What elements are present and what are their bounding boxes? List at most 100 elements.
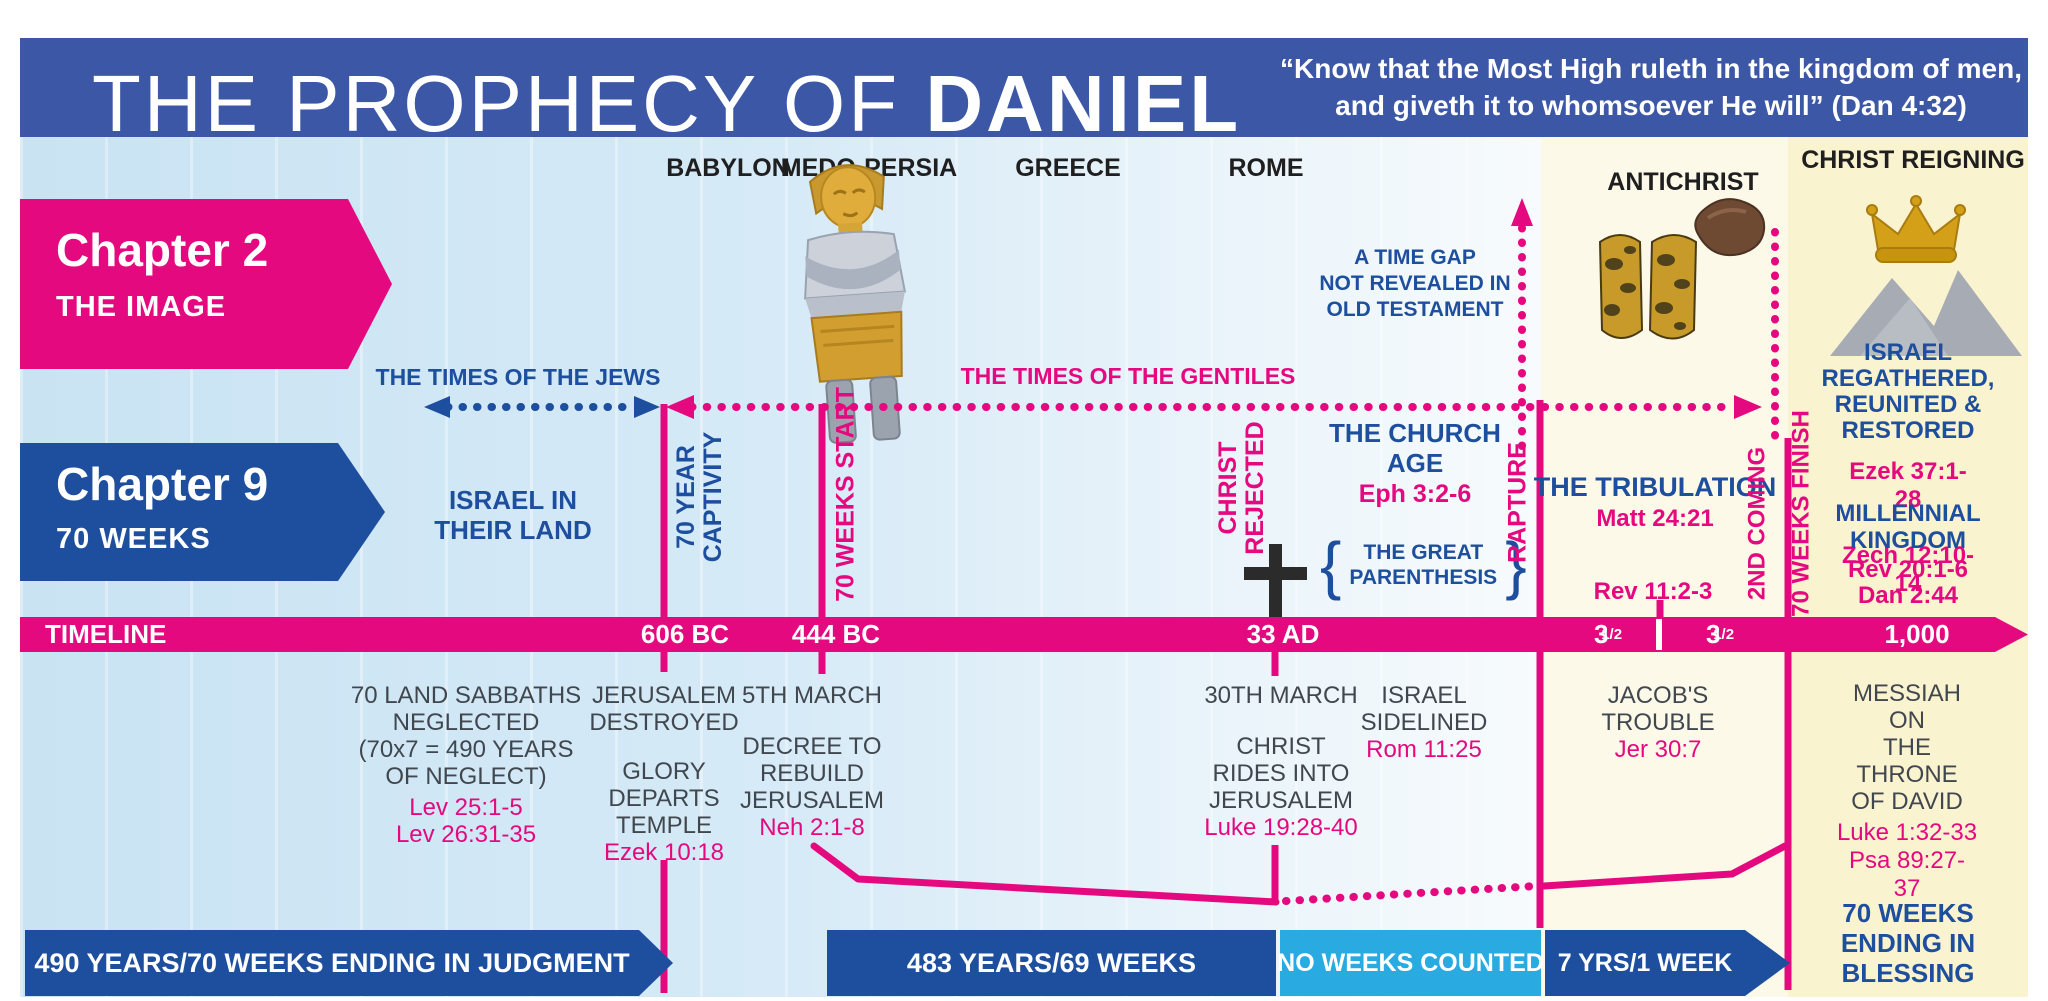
label-babylon: BABYLON bbox=[666, 154, 790, 182]
chapter-2-title: Chapter 2 bbox=[56, 224, 269, 276]
banner-chapter-2: Chapter 2 THE IMAGE bbox=[20, 199, 392, 369]
event-triumphal-entry: 30TH MARCH CHRIST RIDES INTO JERUSALEM L… bbox=[1204, 682, 1357, 841]
brace-right-icon: } bbox=[1505, 529, 1527, 601]
event-decree-ref: Neh 2:1-8 bbox=[759, 814, 865, 841]
label-millennial-ref2: Dan 2:44 bbox=[1857, 582, 1959, 609]
header-quote: “Know that the Most High ruleth in the k… bbox=[1280, 53, 2022, 121]
event-entry-ref: Luke 19:28-40 bbox=[1204, 814, 1358, 841]
label-antichrist: ANTICHRIST bbox=[1607, 168, 1759, 196]
label-2nd-coming: 2ND COMING bbox=[1743, 446, 1771, 601]
banner-483-years: 483 YEARS/69 WEEKS bbox=[827, 930, 1276, 996]
event-decree: 5TH MARCH DECREE TO REBUILD JERUSALEM Ne… bbox=[740, 682, 884, 841]
event-jacobs-trouble: JACOB'S TROUBLE Jer 30:7 bbox=[1601, 682, 1714, 763]
cross-icon bbox=[1269, 544, 1282, 618]
event-messiah-refs: Luke 1:32-33 Psa 89:27-37 bbox=[1836, 819, 1978, 902]
bracket-7-years bbox=[1540, 842, 1789, 890]
label-tribulation-ref: Matt 24:21 bbox=[1596, 505, 1714, 532]
event-israel-sidelined: ISRAEL SIDELINED Rom 11:25 bbox=[1361, 682, 1488, 763]
banner-no-weeks-counted: NO WEEKS COUNTED bbox=[1277, 930, 1544, 996]
event-land-sabbaths-text: 70 LAND SABBATHS NEGLECTED (70x7 = 490 Y… bbox=[350, 682, 582, 790]
page-title: THE PROPHECY OF DANIEL bbox=[92, 58, 1241, 150]
label-tribulation: THE TRIBULATION bbox=[1533, 472, 1777, 502]
label-millennial-ref1: Rev 20:1-6 bbox=[1847, 556, 1969, 583]
event-glory-departs-ref: Ezek 10:18 bbox=[603, 839, 725, 866]
label-church-age-ref: Eph 3:2-6 bbox=[1358, 480, 1472, 508]
event-sidelined-text: ISRAEL SIDELINED bbox=[1360, 682, 1488, 736]
stone-icon bbox=[1694, 198, 1766, 256]
event-jerusalem-destroyed-text: JERUSALEM DESTROYED bbox=[589, 682, 739, 736]
label-rapture: RAPTURE bbox=[1503, 442, 1532, 563]
event-glory-departs-text: GLORY DEPARTS TEMPLE bbox=[608, 758, 720, 839]
banner-490-years: 490 YEARS/70 WEEKS ENDING IN JUDGMENT bbox=[25, 930, 673, 996]
timeline-half-week-2: 3 1/2 bbox=[1705, 619, 1735, 649]
event-land-sabbaths-refs: Lev 25:1-5 Lev 26:31-35 bbox=[395, 794, 537, 848]
page-title-regular: THE PROPHECY OF bbox=[92, 59, 926, 148]
times-of-gentiles-arrow bbox=[666, 395, 1762, 419]
label-christ-rejected: CHRIST REJECTED bbox=[1214, 421, 1269, 555]
brace-left-icon: { bbox=[1320, 529, 1342, 601]
mountains-icon bbox=[1830, 270, 2022, 356]
timeline-half-week-1: 3 1/2 bbox=[1593, 619, 1623, 649]
label-greece: GREECE bbox=[1015, 154, 1121, 182]
bracket-483-years bbox=[810, 842, 1280, 906]
rapture-dotted-arrow bbox=[1511, 198, 1533, 450]
label-tribulation-ref2: Rev 11:2-3 bbox=[1593, 578, 1713, 605]
chapter-2-subtitle: THE IMAGE bbox=[56, 291, 227, 323]
label-israel-regathered-refs: Ezek 37:1-28 Zech 12:10-14 bbox=[1838, 430, 1978, 598]
label-great-parenthesis: THE GREAT PARENTHESIS bbox=[1349, 541, 1498, 589]
label-times-of-gentiles: THE TIMES OF THE GENTILES bbox=[960, 363, 1296, 389]
label-millennial-kingdom: MILLENNIAL KINGDOM bbox=[1835, 500, 1981, 554]
banner-no-weeks-label: NO WEEKS COUNTED bbox=[1277, 948, 1544, 977]
crown-icon bbox=[1866, 195, 1966, 263]
event-jacobs-text: JACOB'S TROUBLE bbox=[1601, 682, 1715, 736]
timeline-606bc: 606 BC bbox=[640, 619, 730, 649]
label-israel-in-their-land: ISRAEL IN THEIR LAND bbox=[434, 485, 592, 545]
label-israel-regathered: ISRAEL REGATHERED, REUNITED & RESTORED bbox=[1821, 339, 1995, 444]
label-time-gap: A TIME GAP NOT REVEALED IN OLD TESTAMENT bbox=[1319, 246, 1511, 321]
timeline-444bc: 444 BC bbox=[791, 619, 881, 649]
regathered-ref2: Zech 12:10-14 bbox=[1841, 542, 1975, 597]
banner-chapter-9: Chapter 9 70 WEEKS bbox=[20, 443, 385, 581]
great-parenthesis-group: { THE GREAT PARENTHESIS } bbox=[1320, 529, 1527, 601]
timeline-mid-tick bbox=[1656, 619, 1662, 650]
regathered-ref1: Ezek 37:1-28 bbox=[1849, 458, 1967, 513]
label-christ-reigning: CHRIST REIGNING bbox=[1801, 146, 2025, 174]
event-messiah-text: MESSIAH ON THE THRONE OF DAVID bbox=[1851, 680, 1963, 815]
event-jerusalem-destroyed: JERUSALEM DESTROYED GLORY DEPARTS TEMPLE… bbox=[589, 682, 738, 866]
banner-7-years-label: 7 YRS/1 WEEK bbox=[1557, 948, 1733, 977]
event-jacobs-ref: Jer 30:7 bbox=[1614, 736, 1702, 763]
event-sidelined-ref: Rom 11:25 bbox=[1366, 736, 1482, 763]
timeline-33ad: 33 AD bbox=[1246, 619, 1320, 649]
timeline-1000-years: 1,000 bbox=[1884, 619, 1950, 649]
label-times-of-jews: THE TIMES OF THE JEWS bbox=[375, 364, 661, 390]
chapter-9-subtitle: 70 WEEKS bbox=[56, 523, 211, 555]
feet-of-clay-icon bbox=[1598, 234, 1698, 340]
label-70-weeks-finish: 70 WEEKS FINISH bbox=[1787, 410, 1815, 617]
timeline-band: TIMELINE 606 BC 444 BC 33 AD 3 1/2 3 1/2… bbox=[20, 617, 2028, 652]
label-church-age: THE CHURCH AGE bbox=[1329, 418, 1501, 478]
event-entry-date: 30TH MARCH bbox=[1204, 682, 1358, 709]
timeline-label: TIMELINE bbox=[45, 619, 167, 649]
header-bar: THE PROPHECY OF DANIEL “Know that the Mo… bbox=[20, 38, 2028, 148]
times-of-jews-arrow bbox=[424, 396, 660, 418]
cross-icon-arm bbox=[1244, 567, 1307, 580]
event-land-sabbaths: 70 LAND SABBATHS NEGLECTED (70x7 = 490 Y… bbox=[351, 682, 581, 848]
banner-7-years: 7 YRS/1 WEEK bbox=[1545, 930, 1790, 996]
bracket-no-weeks-dotted bbox=[1282, 882, 1540, 905]
zone-millennium-bg bbox=[1788, 137, 2028, 997]
label-70-year-captivity: 70 YEAR CAPTIVITY bbox=[672, 431, 727, 563]
banner-490-years-label: 490 YEARS/70 WEEKS ENDING IN JUDGMENT bbox=[34, 947, 630, 978]
label-rome: ROME bbox=[1228, 154, 1304, 182]
banner-483-years-label: 483 YEARS/69 WEEKS bbox=[906, 947, 1197, 978]
chapter-9-title: Chapter 9 bbox=[56, 458, 269, 510]
banner-70-weeks-blessing: 70 WEEKS ENDING IN BLESSING bbox=[1840, 898, 1976, 988]
event-entry-text: CHRIST RIDES INTO JERUSALEM bbox=[1208, 733, 1354, 814]
event-decree-text: DECREE TO REBUILD JERUSALEM bbox=[739, 733, 885, 814]
page-title-bold: DANIEL bbox=[925, 59, 1242, 148]
label-70-weeks-start: 70 WEEKS START bbox=[831, 387, 860, 602]
event-decree-date: 5TH MARCH bbox=[741, 682, 883, 709]
event-messiah-throne: MESSIAH ON THE THRONE OF DAVID Luke 1:32… bbox=[1837, 680, 1978, 903]
statue-image bbox=[804, 164, 907, 444]
